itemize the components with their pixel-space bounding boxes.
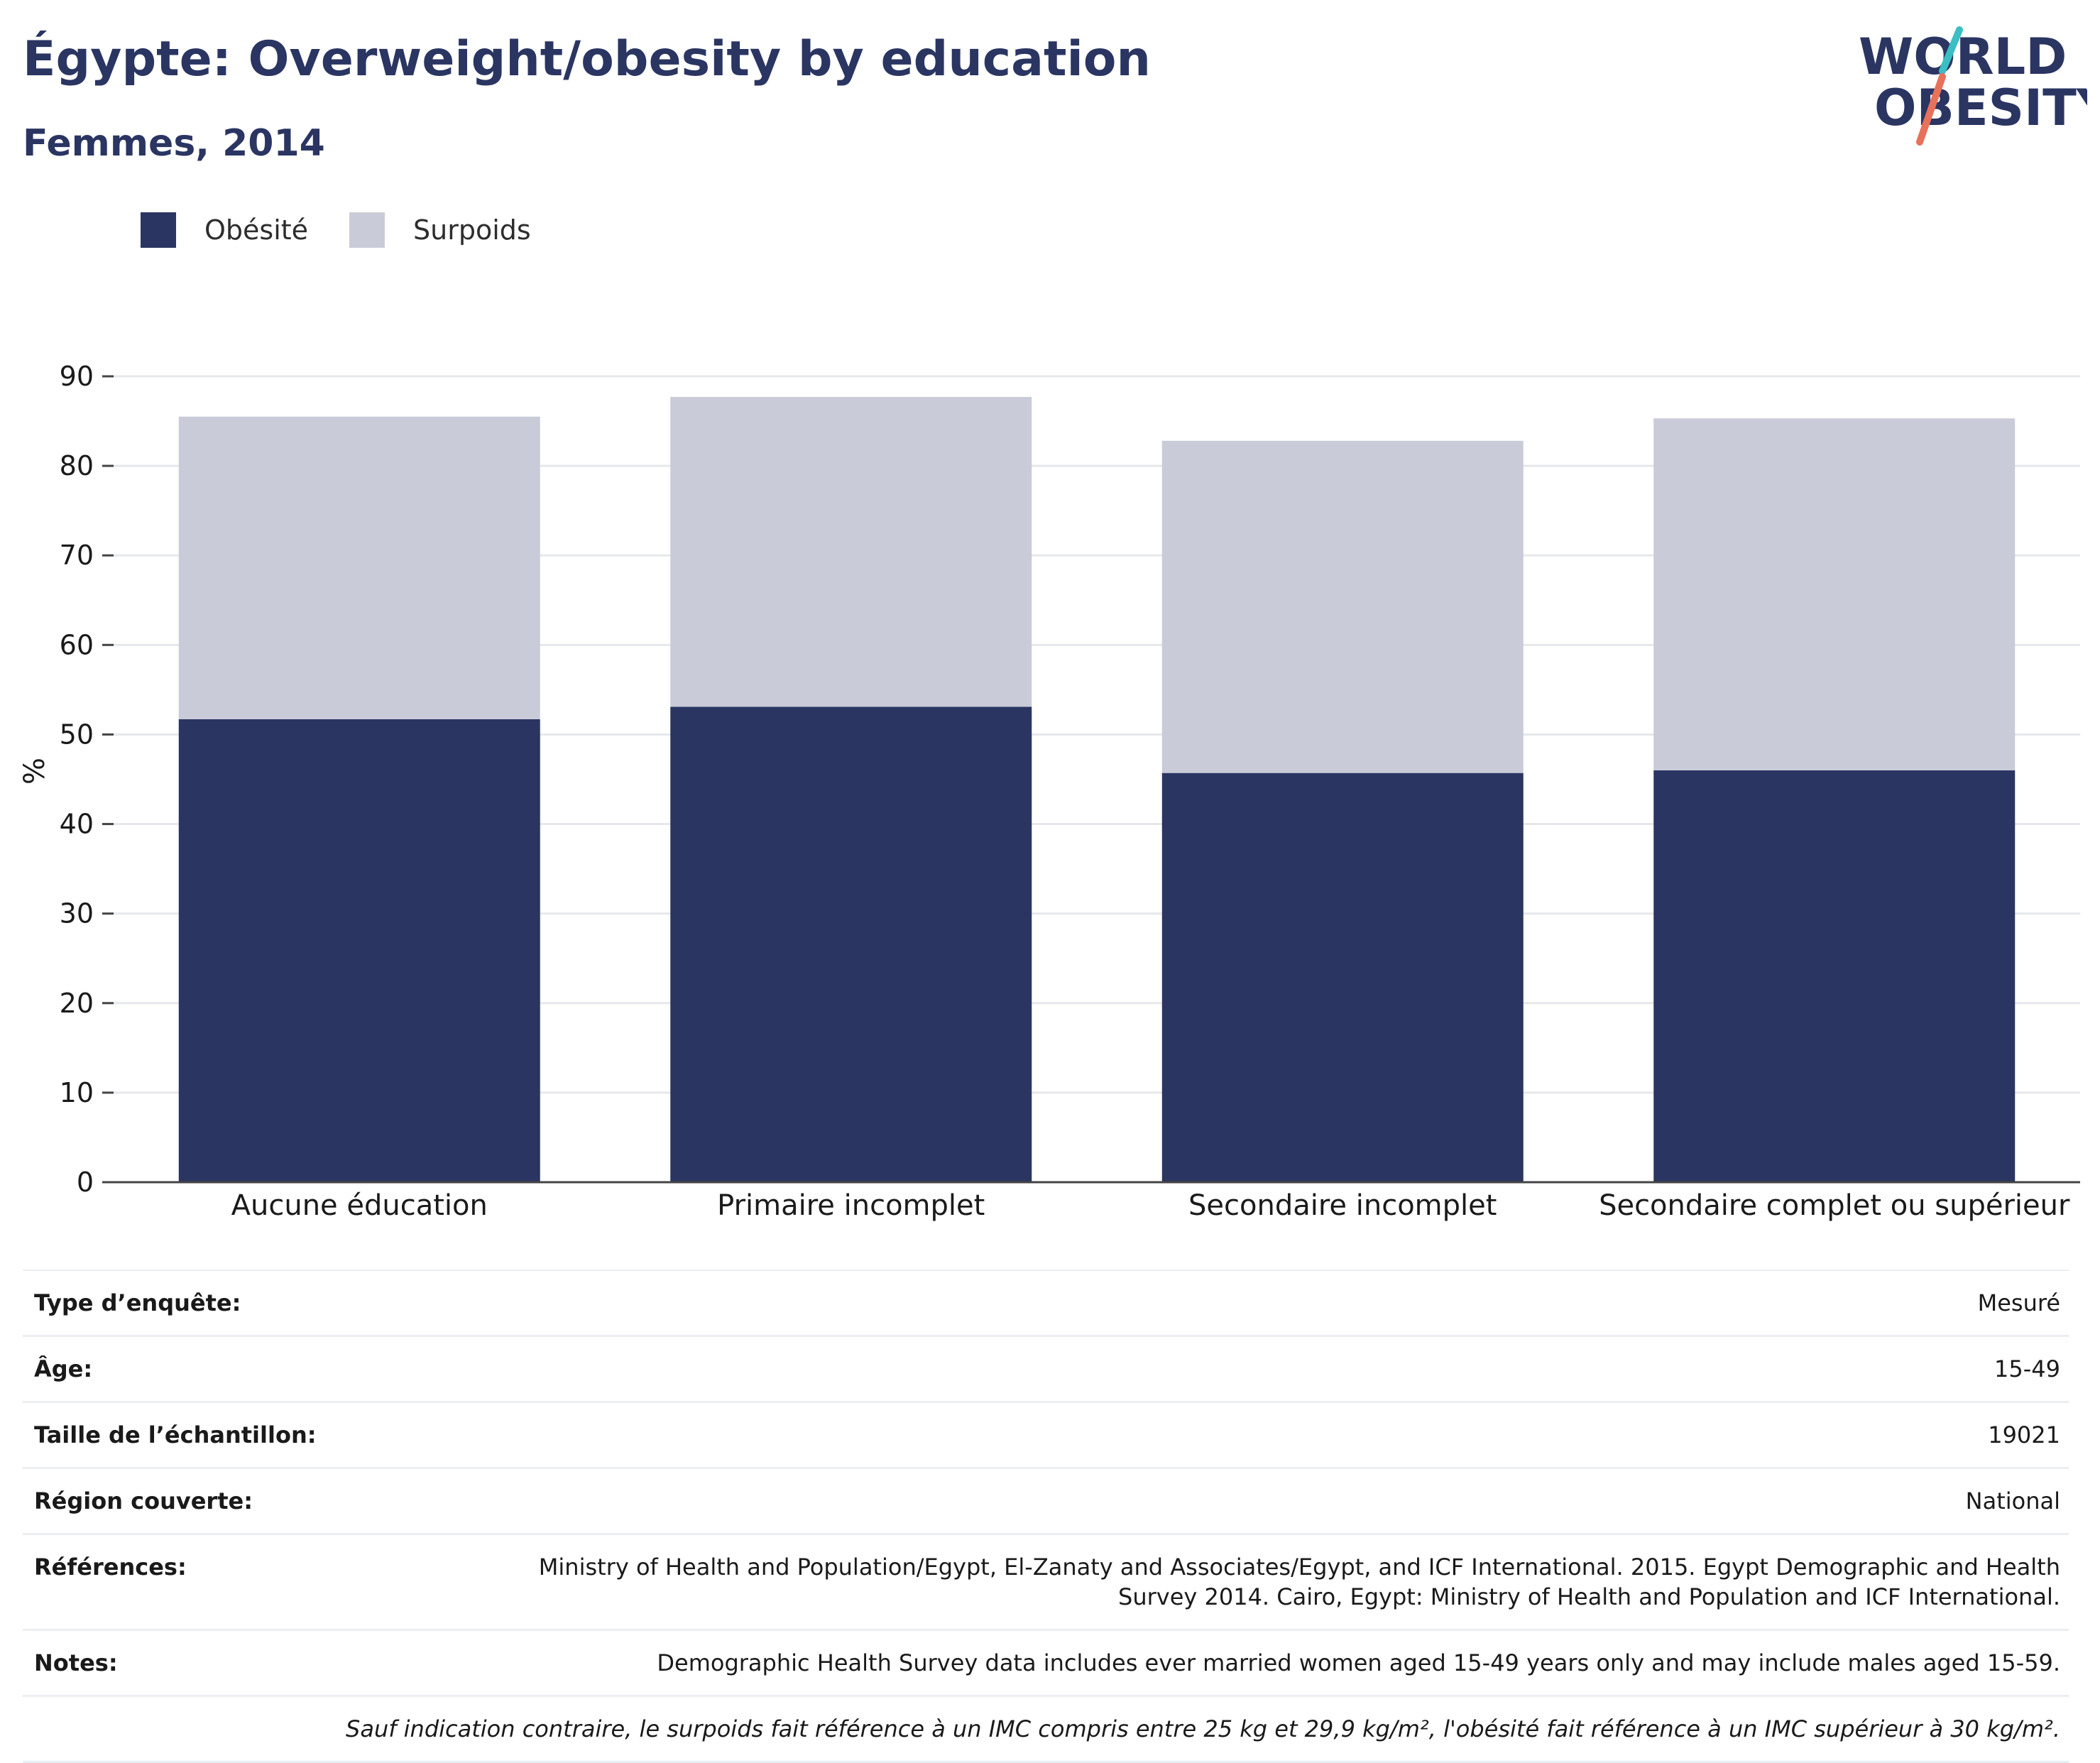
bar-obesity[interactable]: [178, 719, 540, 1182]
bmi-definition-footnote: Sauf indication contraire, le surpoids f…: [346, 1715, 2060, 1742]
x-tick-label: Secondaire complet ou supérieur: [1599, 1189, 2070, 1222]
info-label: Âge:: [34, 1355, 93, 1382]
info-row-sample-size: Taille de l’échantillon: 19021: [23, 1403, 2069, 1469]
legend-swatch-overweight: [349, 212, 385, 248]
info-label: Région couverte:: [34, 1488, 253, 1514]
info-row-age: Âge: 15-49: [23, 1337, 2069, 1403]
y-tick-label: 20: [60, 988, 94, 1019]
legend-label-obesity: Obésité: [204, 214, 309, 246]
info-label: Type d’enquête:: [34, 1289, 241, 1316]
bar-obesity[interactable]: [1653, 770, 2016, 1182]
legend-item-obesity[interactable]: Obésité: [141, 212, 308, 248]
info-value: Ministry of Health and Population/Egypt,…: [538, 1554, 2060, 1610]
bar-overweight[interactable]: [178, 416, 540, 720]
logo-slash-coral: [1916, 73, 1946, 146]
x-axis-labels: Aucune éducation Primaire incomplet Second…: [231, 1189, 2070, 1222]
y-tick-label: 30: [60, 898, 94, 929]
chart-title: Égypte: Overweight/obesity by education: [23, 31, 1151, 87]
y-tick-label: 50: [60, 719, 94, 750]
y-axis-ticks: 0 10 20 30 40 50 60 70 80 90: [60, 361, 114, 1198]
legend-item-overweight[interactable]: Surpoids: [349, 212, 531, 248]
legend-label-overweight: Surpoids: [413, 214, 531, 246]
chart-legend: Obésité Surpoids: [141, 210, 572, 250]
x-tick-label: Aucune éducation: [231, 1189, 488, 1222]
info-label: Taille de l’échantillon:: [34, 1421, 317, 1448]
bar-obesity[interactable]: [670, 706, 1032, 1182]
bars: [178, 397, 2016, 1182]
info-value: 15-49: [1994, 1355, 2060, 1382]
info-row-region: Région couverte: National: [23, 1469, 2069, 1535]
bar-obesity[interactable]: [1161, 773, 1524, 1182]
y-tick-label: 10: [60, 1077, 94, 1108]
info-label: Notes:: [34, 1649, 118, 1676]
bar-overweight[interactable]: [1161, 440, 1524, 773]
info-row-notes: Notes: Demographic Health Survey data in…: [23, 1631, 2069, 1697]
chart-subtitle: Femmes, 2014: [23, 122, 325, 165]
y-tick-label: 70: [60, 540, 94, 571]
y-tick-label: 0: [77, 1167, 94, 1198]
legend-swatch-obesity: [141, 212, 176, 248]
logo-word-world: WORLD: [1859, 28, 2067, 86]
bar-overweight[interactable]: [670, 397, 1032, 707]
y-tick-label: 60: [60, 629, 94, 660]
x-tick-label: Secondaire incomplet: [1188, 1189, 1497, 1222]
info-value: Mesuré: [1977, 1289, 2060, 1316]
info-label: Références:: [34, 1554, 187, 1581]
logo-slash-teal: [1939, 26, 1963, 75]
stacked-bar-chart: 0 10 20 30 40 50 60 70 80 90 % Aucune éducation Pr…: [18, 361, 2080, 1222]
info-row-survey-type: Type d’enquête: Mesuré: [23, 1271, 2069, 1337]
info-row-references: Références: Ministry of Health and Popul…: [23, 1535, 2069, 1631]
y-tick-label: 80: [60, 450, 94, 481]
y-tick-label: 90: [60, 361, 94, 392]
bar-overweight[interactable]: [1653, 418, 2016, 770]
survey-info-table: Type d’enquête: Mesuré Âge: 15-49 Taille…: [23, 1270, 2069, 1763]
world-obesity-logo: WORLD OBESITY: [1859, 26, 2087, 146]
logo-word-obesity: OBESITY: [1874, 79, 2087, 137]
x-tick-label: Primaire incomplet: [717, 1189, 985, 1222]
y-axis-label: %: [18, 758, 51, 785]
y-tick-label: 40: [60, 809, 94, 840]
info-footnote-row: Sauf indication contraire, le surpoids f…: [23, 1697, 2069, 1763]
info-value: 19021: [1988, 1421, 2060, 1448]
info-value: Demographic Health Survey data includes …: [657, 1649, 2060, 1676]
info-value: National: [1965, 1488, 2060, 1514]
